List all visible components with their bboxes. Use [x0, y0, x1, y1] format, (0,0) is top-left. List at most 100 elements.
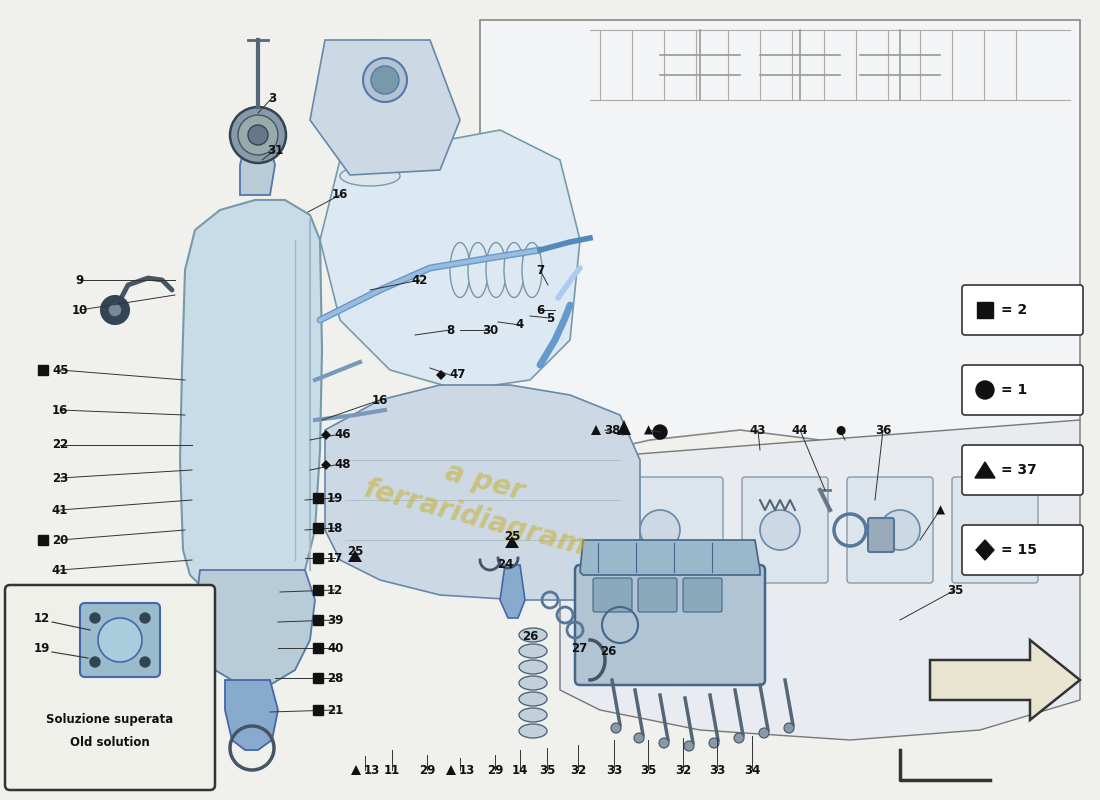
Polygon shape: [446, 765, 456, 775]
Ellipse shape: [519, 628, 547, 642]
Ellipse shape: [519, 660, 547, 674]
Polygon shape: [500, 565, 525, 618]
Text: 35: 35: [640, 763, 657, 777]
Text: 23: 23: [52, 471, 68, 485]
Circle shape: [659, 738, 669, 748]
Text: 33: 33: [606, 763, 623, 777]
FancyBboxPatch shape: [638, 578, 676, 612]
Polygon shape: [240, 140, 275, 195]
Circle shape: [880, 510, 920, 550]
Bar: [314, 493, 323, 503]
Text: 7: 7: [536, 263, 544, 277]
Circle shape: [108, 303, 122, 317]
Text: 8: 8: [446, 323, 454, 337]
Ellipse shape: [519, 708, 547, 722]
Text: 32: 32: [570, 763, 586, 777]
Circle shape: [101, 296, 129, 324]
Polygon shape: [321, 460, 331, 470]
Text: 12: 12: [327, 583, 343, 597]
FancyBboxPatch shape: [962, 285, 1084, 335]
Ellipse shape: [468, 242, 488, 298]
Text: = 1: = 1: [1001, 383, 1027, 397]
Text: 30: 30: [482, 323, 498, 337]
Text: 3: 3: [268, 91, 276, 105]
Text: = 37: = 37: [1001, 463, 1036, 477]
Ellipse shape: [522, 242, 542, 298]
Text: 14: 14: [512, 763, 528, 777]
Text: 25: 25: [346, 545, 363, 558]
Circle shape: [710, 738, 719, 748]
Bar: [977, 302, 993, 318]
FancyBboxPatch shape: [962, 365, 1084, 415]
Text: 16: 16: [332, 189, 349, 202]
FancyBboxPatch shape: [80, 603, 160, 677]
Text: 4: 4: [516, 318, 524, 331]
Polygon shape: [480, 20, 1080, 470]
Polygon shape: [580, 540, 760, 575]
Text: 41: 41: [52, 563, 68, 577]
Polygon shape: [976, 540, 994, 560]
Text: 16: 16: [372, 394, 388, 406]
Text: 38: 38: [604, 423, 620, 437]
Text: 31: 31: [267, 143, 283, 157]
Text: 24: 24: [497, 558, 514, 571]
Polygon shape: [351, 765, 361, 775]
Text: 13: 13: [364, 763, 381, 777]
Text: 32: 32: [675, 763, 691, 777]
Text: 41: 41: [52, 503, 68, 517]
Circle shape: [640, 510, 680, 550]
Circle shape: [784, 723, 794, 733]
Text: 19: 19: [327, 491, 343, 505]
Polygon shape: [195, 570, 315, 685]
Text: 20: 20: [52, 534, 68, 546]
Text: 46: 46: [334, 429, 351, 442]
Text: 42: 42: [411, 274, 428, 286]
Ellipse shape: [340, 112, 400, 132]
Text: 33: 33: [708, 763, 725, 777]
Polygon shape: [930, 640, 1080, 720]
Bar: [314, 673, 323, 683]
Text: 26: 26: [521, 630, 538, 643]
Text: Soluzione superata: Soluzione superata: [46, 714, 174, 726]
Ellipse shape: [519, 676, 547, 690]
Text: 48: 48: [334, 458, 351, 471]
Ellipse shape: [519, 724, 547, 738]
Bar: [314, 523, 323, 533]
Text: 47: 47: [449, 369, 465, 382]
Circle shape: [230, 107, 286, 163]
FancyBboxPatch shape: [847, 477, 933, 583]
FancyBboxPatch shape: [952, 477, 1038, 583]
Text: 5: 5: [546, 311, 554, 325]
Text: 43: 43: [750, 423, 767, 437]
Polygon shape: [617, 420, 631, 435]
Polygon shape: [310, 40, 460, 175]
Text: = 2: = 2: [1001, 303, 1027, 317]
Text: 45: 45: [52, 363, 68, 377]
Circle shape: [760, 510, 800, 550]
Text: 9: 9: [76, 274, 84, 286]
Text: 11: 11: [384, 763, 400, 777]
Text: 16: 16: [52, 403, 68, 417]
Ellipse shape: [340, 76, 400, 96]
Circle shape: [90, 657, 100, 667]
Text: Old solution: Old solution: [70, 735, 150, 749]
Text: 28: 28: [327, 671, 343, 685]
Polygon shape: [180, 200, 322, 600]
Bar: [39, 365, 48, 375]
Text: 17: 17: [327, 551, 343, 565]
Text: 18: 18: [327, 522, 343, 534]
Circle shape: [653, 425, 667, 439]
Text: 35: 35: [947, 583, 964, 597]
Polygon shape: [321, 430, 331, 440]
Ellipse shape: [450, 242, 470, 298]
Ellipse shape: [504, 242, 524, 298]
Text: 26: 26: [600, 645, 616, 658]
FancyBboxPatch shape: [868, 518, 894, 552]
Polygon shape: [436, 370, 446, 380]
FancyBboxPatch shape: [742, 477, 828, 583]
Circle shape: [140, 613, 150, 623]
Bar: [314, 643, 323, 653]
Bar: [314, 705, 323, 715]
FancyBboxPatch shape: [962, 525, 1084, 575]
Circle shape: [140, 657, 150, 667]
